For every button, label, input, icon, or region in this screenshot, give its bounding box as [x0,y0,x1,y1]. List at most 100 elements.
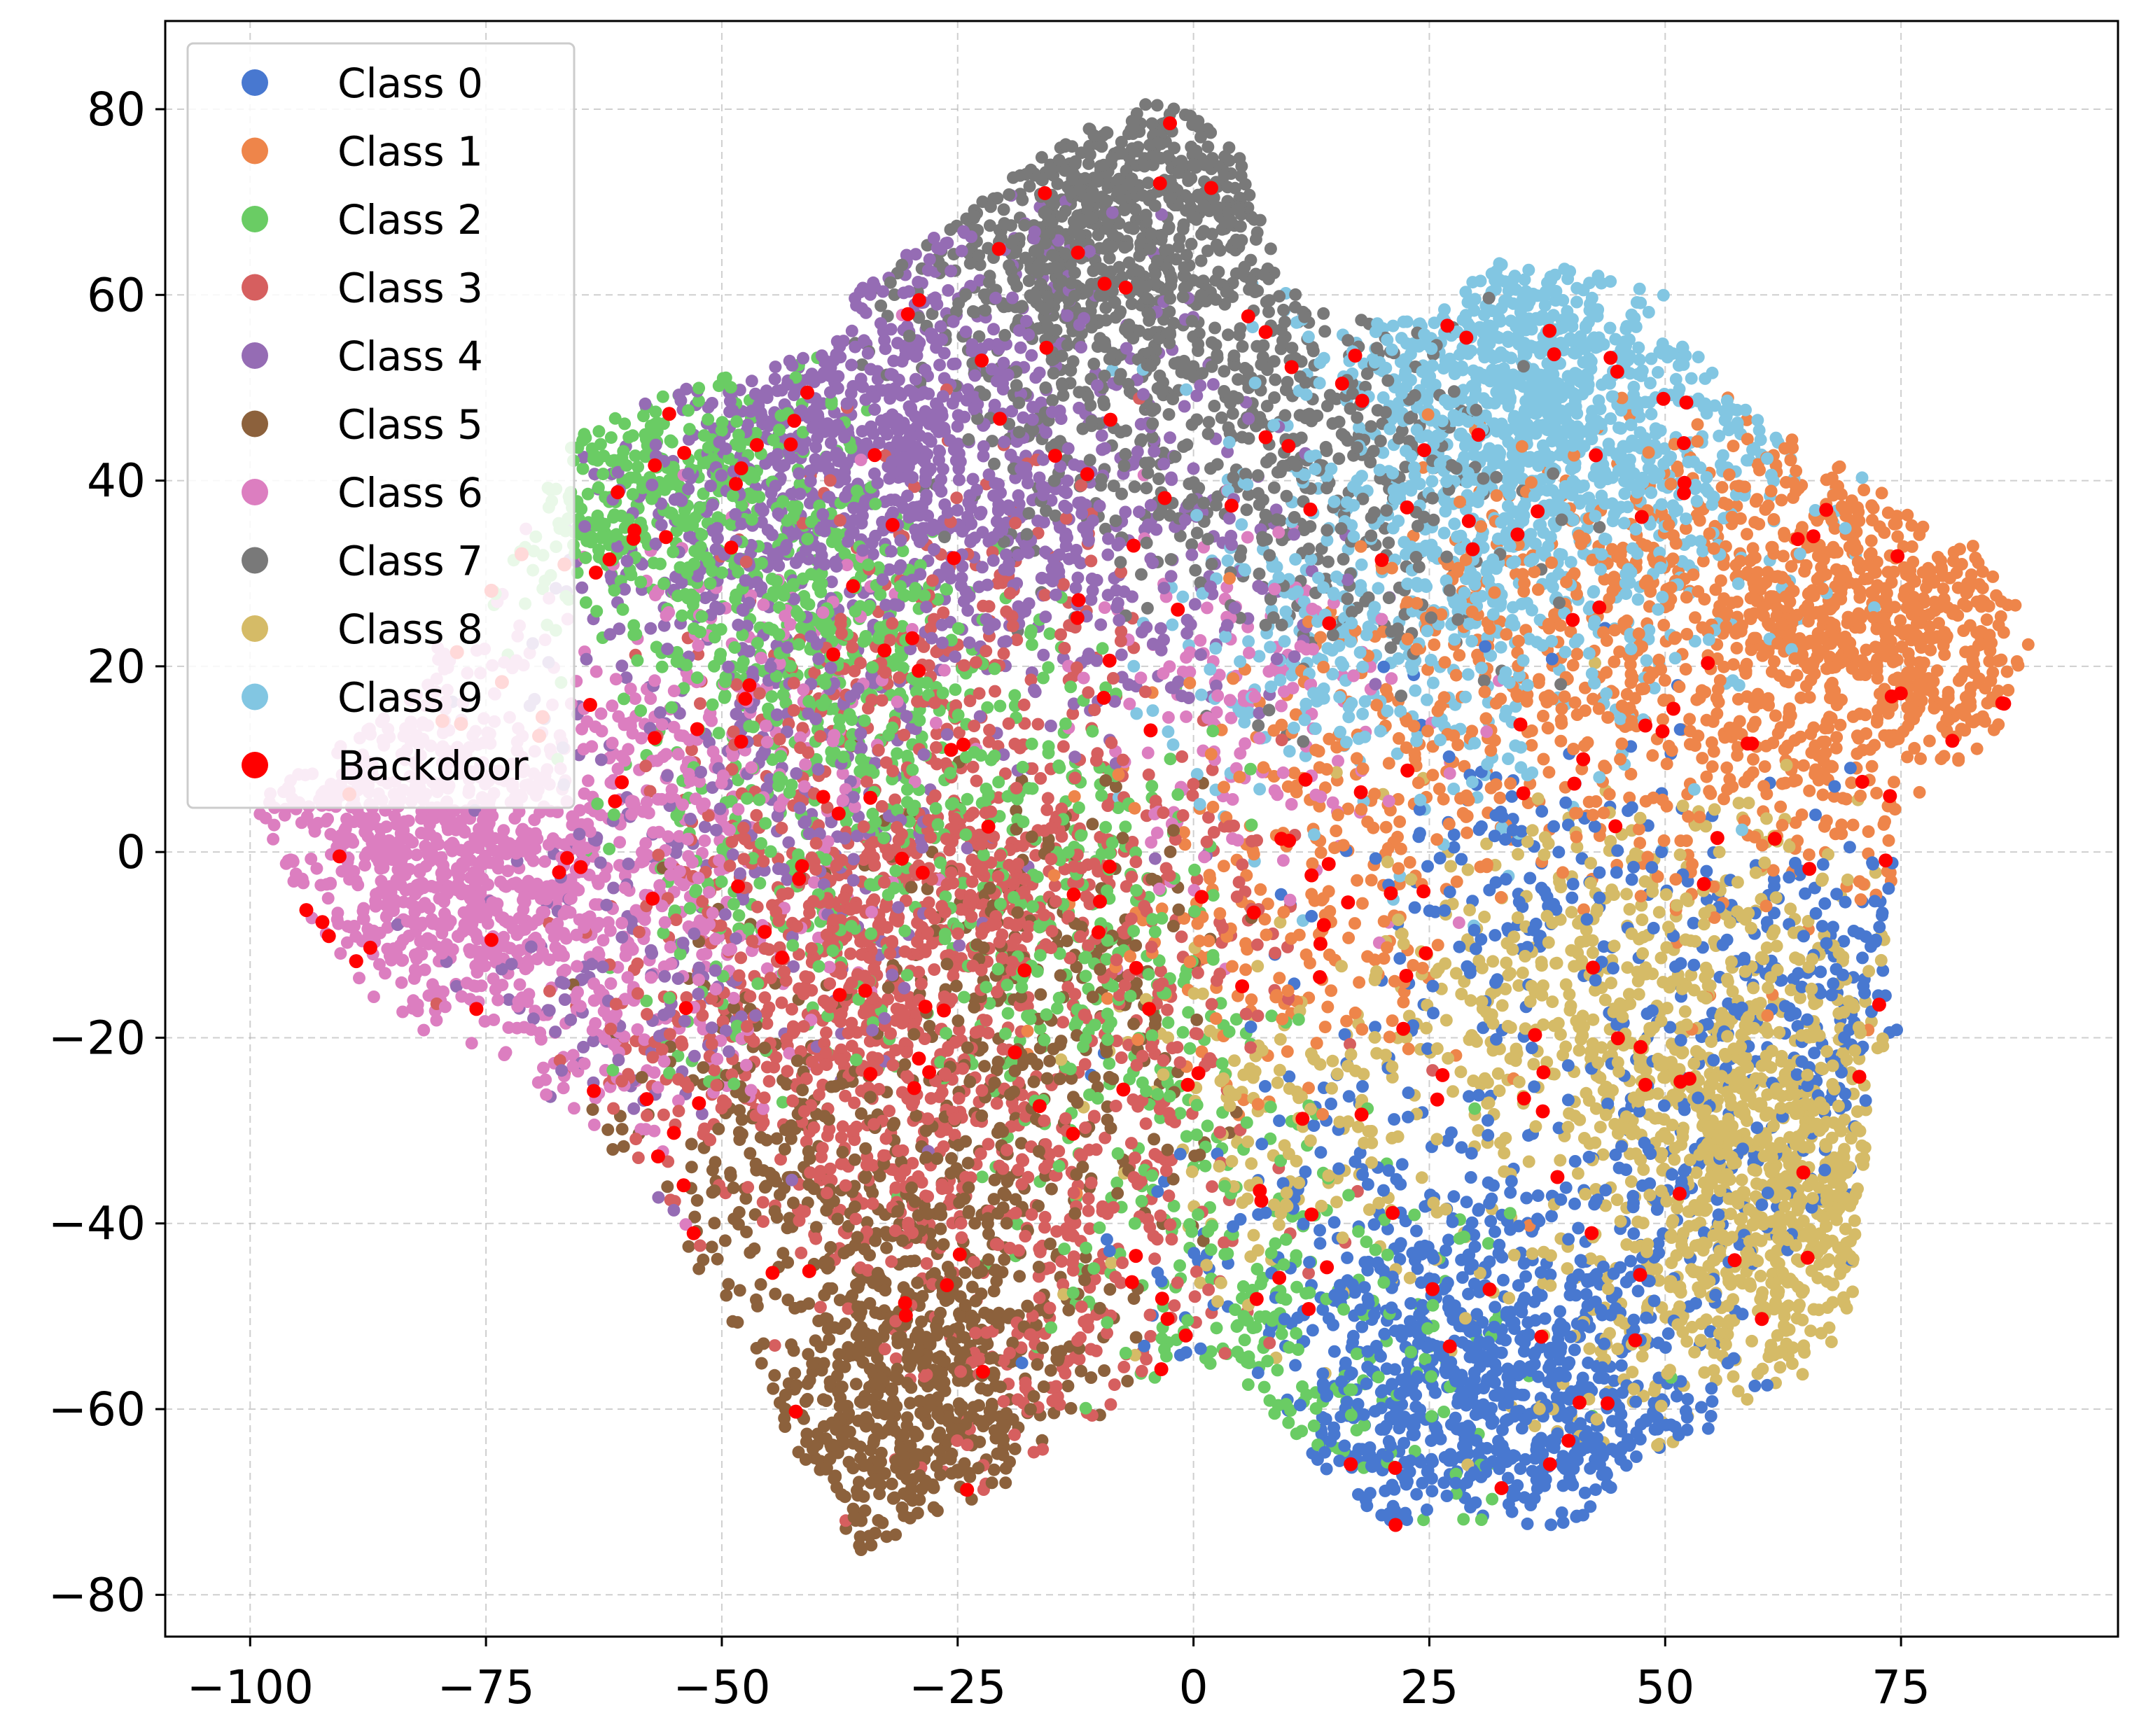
point-class-6 [367,990,380,1003]
point-class-2 [1254,1278,1267,1291]
point-class-8 [1496,999,1509,1012]
point-class-4 [1119,505,1132,519]
point-class-9 [1377,391,1390,404]
point-class-1 [1416,461,1430,474]
point-class-4 [1022,597,1036,610]
point-class-4 [1115,648,1128,662]
point-class-7 [1103,251,1116,265]
point-class-3 [1162,1189,1176,1203]
point-class-6 [582,774,594,788]
point-class-3 [950,491,963,505]
point-class-2 [1025,638,1038,651]
point-class-0 [1818,897,1832,910]
point-class-7 [1264,242,1277,255]
point-class-0 [1482,1114,1494,1127]
point-class-6 [1271,788,1284,802]
point-class-6 [1162,710,1175,724]
point-class-0 [1535,805,1549,818]
point-class-2 [1135,1195,1148,1208]
point-class-8 [1622,988,1636,1001]
point-class-1 [1706,760,1719,774]
point-class-3 [1108,1378,1121,1392]
point-class-9 [1384,422,1397,435]
point-class-8 [1637,1163,1650,1176]
point-class-9 [1490,330,1503,343]
point-class-2 [632,460,645,473]
point-class-2 [676,609,689,622]
point-class-5 [1086,818,1099,831]
point-class-5 [617,1140,630,1153]
point-class-2 [1079,969,1092,983]
point-class-6 [1134,671,1148,685]
point-class-5 [824,1240,837,1254]
point-class-6 [403,930,415,942]
point-class-8 [1326,1054,1339,1068]
point-class-1 [1894,614,1907,627]
point-class-3 [1269,946,1282,960]
point-class-8 [1635,899,1648,912]
point-class-0 [1314,1146,1328,1159]
point-class-6 [1239,737,1252,750]
point-class-4 [1029,371,1043,384]
point-class-0 [1630,1450,1643,1463]
point-class-8 [1283,1082,1296,1095]
point-class-1 [1430,833,1444,846]
point-class-1 [1245,993,1258,1007]
point-class-5 [768,1368,781,1382]
point-class-3 [781,1065,794,1078]
point-class-0 [1681,1392,1694,1406]
point-class-0 [1687,916,1700,930]
point-class-8 [1236,1196,1249,1209]
point-class-2 [1457,1513,1470,1526]
point-class-1 [1769,709,1782,722]
point-class-5 [758,1042,772,1054]
point-class-2 [1231,1345,1244,1359]
point-class-6 [1276,854,1290,867]
point-class-3 [1041,792,1054,805]
point-class-6 [1283,893,1297,906]
point-class-1 [1924,643,1937,657]
point-class-9 [1522,263,1535,276]
point-class-0 [1408,901,1421,914]
point-class-3 [657,1108,670,1121]
point-class-1 [1450,875,1463,888]
point-class-1 [1803,691,1816,704]
point-class-1 [1840,792,1853,806]
point-class-8 [1440,1014,1453,1027]
point-class-4 [966,472,980,486]
point-class-4 [695,1107,709,1121]
point-class-0 [1377,1184,1390,1197]
point-class-9 [1518,273,1531,286]
point-class-4 [1095,429,1108,442]
point-class-7 [1201,427,1215,440]
point-class-0 [1598,1372,1611,1385]
point-class-8 [1742,797,1755,810]
point-class-1 [1746,720,1760,733]
point-class-5 [1164,845,1177,858]
point-class-9 [1221,554,1234,567]
point-class-9 [1645,407,1658,421]
point-class-0 [1625,873,1638,886]
point-class-5 [885,1477,898,1490]
point-class-0 [1447,1190,1461,1203]
point-class-9 [1176,590,1190,603]
point-class-5 [848,1153,861,1166]
point-class-7 [1477,674,1491,687]
point-class-2 [1282,1416,1295,1429]
point-class-4 [845,324,858,337]
point-class-7 [1201,140,1215,153]
point-class-8 [1624,1175,1638,1188]
point-class-5 [705,1240,718,1254]
point-class-3 [774,1153,787,1166]
point-class-0 [1320,1462,1333,1476]
point-class-1 [1660,757,1673,771]
point-class-6 [604,977,618,990]
point-class-5 [767,1382,780,1395]
point-class-7 [1226,407,1239,420]
point-class-9 [1631,593,1645,606]
point-class-4 [987,323,1001,336]
point-class-3 [1089,1143,1103,1156]
point-class-0 [1655,846,1668,858]
point-class-0 [1661,1327,1675,1340]
